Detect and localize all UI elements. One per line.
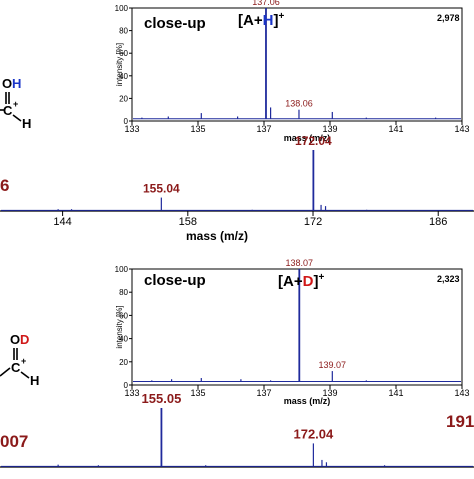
side-label-bottom-right: 191 xyxy=(446,412,474,431)
full_top-xtick-label-3: 186 xyxy=(429,216,447,228)
closeup_top-xtick-label-0: 133 xyxy=(124,124,139,134)
full_top-xlabel: mass (m/z) xyxy=(186,229,248,243)
closeup_bottom-frame xyxy=(131,268,463,386)
closeup_bottom-ytick-label-3: 60 xyxy=(119,311,128,320)
ion-label-bottom-prefix: [A+ xyxy=(278,273,303,290)
struct-bottom-h: H xyxy=(30,373,39,388)
full_top-xtick-label-0: 144 xyxy=(53,216,71,228)
closeup_top-xtick-label-2: 137 xyxy=(256,124,271,134)
closeup_bottom-xlabel: mass (m/z) xyxy=(284,396,331,406)
full_top-xtick-label-1: 158 xyxy=(179,216,197,228)
full_bottom-peak-label-2: 155.05 xyxy=(142,391,182,406)
closeup_bottom-xtick-label-1: 135 xyxy=(190,388,205,398)
ion-label-top-isotope: H xyxy=(262,12,274,29)
struct-bottom-bond4 xyxy=(20,371,30,379)
struct-bottom-charge: + xyxy=(21,356,26,366)
struct-bottom-c: C xyxy=(11,360,21,375)
struct-top-charge: + xyxy=(13,99,18,109)
closeup_top-peak-label-4: 137.06 xyxy=(252,0,280,7)
side-label-top: 6 xyxy=(0,176,10,195)
struct-top-bond4 xyxy=(12,114,22,122)
ion-label-bottom: [A+D]+ xyxy=(278,272,324,290)
closeup_bottom-peak-label-6: 139.07 xyxy=(319,360,347,370)
closeup_top-xtick-label-5: 143 xyxy=(454,124,469,134)
ion-label-bottom-isotope: D xyxy=(302,273,314,290)
closeup_top-ytick-label-1: 20 xyxy=(119,94,128,103)
closeup_top-xlabel: mass (m/z) xyxy=(284,133,331,143)
structure-bottom: O D C + H xyxy=(0,332,39,388)
closeup_top-ytick-label-3: 60 xyxy=(119,49,128,58)
max-intensity-bottom: 2,323 xyxy=(437,274,460,284)
full_top-peak-label-4: 172.04 xyxy=(295,134,332,148)
struct-bottom-bond3 xyxy=(0,367,11,377)
closeup_bottom-ytick-label-2: 40 xyxy=(119,335,128,344)
closeup-title-top: close-up xyxy=(144,15,206,32)
closeup-title-bottom: close-up xyxy=(144,272,206,289)
closeup_top-ytick-label-0: 0 xyxy=(124,117,129,126)
struct-top-isotope: H xyxy=(12,76,21,91)
closeup_top-ytick-label-4: 80 xyxy=(119,27,128,36)
closeup_bottom-ytick-label-4: 80 xyxy=(119,288,128,297)
ion-label-top-prefix: [A+ xyxy=(238,12,263,29)
closeup_top-frame xyxy=(131,7,463,122)
struct-top-h: H xyxy=(22,116,31,131)
closeup_top-xtick-label-1: 135 xyxy=(190,124,205,134)
closeup_top-xtick-label-4: 141 xyxy=(388,124,403,134)
struct-bottom-o: O xyxy=(10,332,20,347)
ion-label-top-suffix: ] xyxy=(273,12,279,29)
closeup_bottom-xtick-label-3: 139 xyxy=(322,388,337,398)
closeup_bottom-ylabel: intensity [%] xyxy=(115,305,124,348)
closeup_bottom-xtick-label-0: 133 xyxy=(124,388,139,398)
closeup_top-xtick-label-3: 139 xyxy=(322,124,337,134)
closeup_top-ytick-label-5: 100 xyxy=(115,4,129,13)
closeup_bottom-ytick-label-5: 100 xyxy=(115,265,129,274)
closeup_bottom-xtick-label-2: 137 xyxy=(256,388,271,398)
closeup_top-ytick-label-2: 40 xyxy=(119,72,128,81)
closeup_bottom-ytick-label-0: 0 xyxy=(124,381,129,390)
ion-label-bottom-suffix: ] xyxy=(313,273,319,290)
closeup_bottom-ytick-label-1: 20 xyxy=(119,358,128,367)
closeup_bottom-xtick-label-5: 143 xyxy=(454,388,469,398)
struct-top-o: O xyxy=(2,76,12,91)
struct-top-c: C xyxy=(3,103,13,118)
ion-label-top-charge: + xyxy=(278,11,285,22)
max-intensity-top: 2,978 xyxy=(437,13,460,23)
closeup_top-peak-label-6: 138.06 xyxy=(285,99,313,109)
full_bottom-peak-label-4: 172.04 xyxy=(293,426,334,441)
full_top-xtick-label-2: 172 xyxy=(304,216,322,228)
side-label-bottom: 007 xyxy=(0,432,29,451)
closeup_bottom-peak-label-5: 138.07 xyxy=(286,258,314,268)
ion-label-bottom-charge: + xyxy=(318,272,325,283)
ion-label-top: [A+H]+ xyxy=(238,11,284,29)
full_top-peak-label-2: 155.04 xyxy=(143,182,180,196)
closeup_top-ylabel: intensity [%] xyxy=(115,43,124,86)
structure-top: O H C + H xyxy=(0,76,31,131)
closeup_bottom-xtick-label-4: 141 xyxy=(388,388,403,398)
struct-bottom-isotope: D xyxy=(20,332,29,347)
